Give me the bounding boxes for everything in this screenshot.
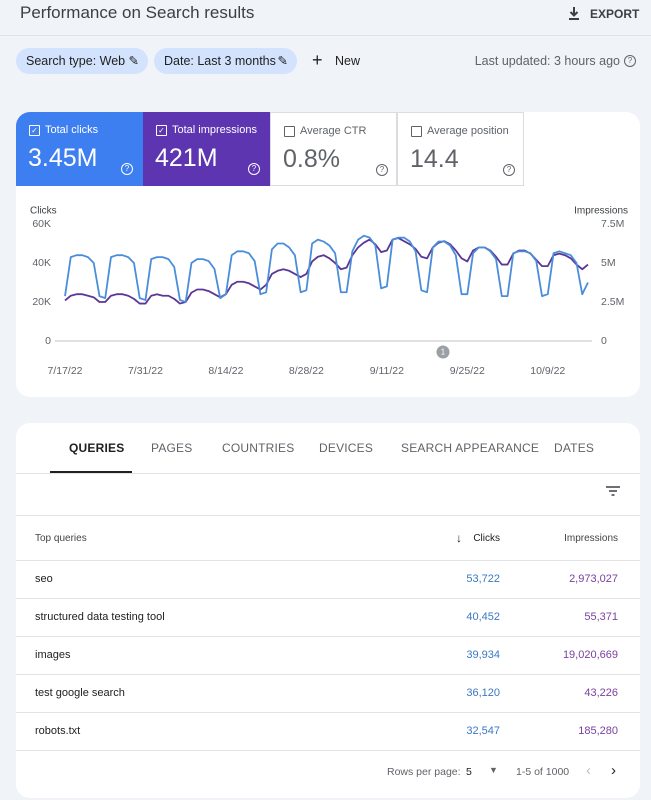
tab[interactable]: DEVICES xyxy=(319,441,374,455)
dropdown-icon[interactable]: ▼ xyxy=(489,765,498,775)
y2-tick-label: 0 xyxy=(601,335,607,347)
x-tick-label: 9/11/22 xyxy=(370,365,404,377)
tab[interactable]: DATES xyxy=(554,441,595,455)
divider xyxy=(16,750,640,751)
rows-value[interactable]: 5 xyxy=(466,766,472,778)
filter-icon[interactable] xyxy=(605,485,621,497)
x-tick-label: 8/14/22 xyxy=(208,365,243,377)
help-icon[interactable]: ? xyxy=(121,163,133,175)
y-axis-label: Clicks xyxy=(30,206,57,217)
help-icon[interactable]: ? xyxy=(248,163,260,175)
metric-tile[interactable]: Average position 14.4? xyxy=(397,112,524,186)
metric-label: Total clicks xyxy=(45,124,99,136)
table-cell: 32,547 xyxy=(466,725,500,737)
table-card xyxy=(16,423,640,798)
series-line xyxy=(64,237,589,305)
table-cell: 55,371 xyxy=(584,611,618,623)
table-cell: 2,973,027 xyxy=(569,573,618,585)
annotation-label: 1 xyxy=(441,348,446,357)
y-tick-label: 40K xyxy=(32,257,51,269)
x-tick-label: 10/9/22 xyxy=(530,365,565,377)
filter-chip[interactable]: Date: Last 3 months ✎ xyxy=(154,48,297,74)
table-row[interactable]: test google search 36,120 43,226 xyxy=(16,674,640,713)
last-updated: Last updated: 3 hours ago xyxy=(474,54,620,68)
table-cell: 40,452 xyxy=(466,611,500,623)
new-button[interactable]: New xyxy=(335,54,361,68)
table-cell: test google search xyxy=(35,687,125,699)
tab[interactable]: QUERIES xyxy=(69,441,125,455)
checkbox[interactable]: ✓ xyxy=(29,125,40,136)
metric-tile[interactable]: Average CTR 0.8%? xyxy=(270,112,397,186)
column-header[interactable]: Impressions xyxy=(564,533,618,544)
table-cell: seo xyxy=(35,573,53,585)
table-cell: 36,120 xyxy=(466,687,500,699)
table-row[interactable]: seo 53,722 2,973,027 xyxy=(16,560,640,599)
tab[interactable]: COUNTRIES xyxy=(222,441,295,455)
y2-tick-label: 5M xyxy=(601,257,616,269)
tab[interactable]: SEARCH APPEARANCE xyxy=(401,441,540,455)
metric-value: 421M xyxy=(155,144,218,172)
metric-tile[interactable]: ✓ Total impressions 421M? xyxy=(143,112,270,186)
help-icon[interactable]: ? xyxy=(624,55,636,67)
x-tick-label: 9/25/22 xyxy=(450,365,485,377)
table-cell: robots.txt xyxy=(35,725,81,737)
x-tick-label: 7/31/22 xyxy=(128,365,163,377)
x-tick-label: 8/28/22 xyxy=(289,365,324,377)
chip-label: Date: Last 3 months xyxy=(164,54,276,68)
metric-value: 14.4 xyxy=(410,145,459,173)
y2-tick-label: 7.5M xyxy=(601,218,624,230)
annotation-marker xyxy=(436,345,450,359)
metric-value: 3.45M xyxy=(28,144,98,172)
table-cell: 39,934 xyxy=(466,649,500,661)
table-cell: structured data testing tool xyxy=(35,611,165,623)
metric-label: Average position xyxy=(427,125,509,137)
help-icon[interactable]: ? xyxy=(376,164,388,176)
table-row[interactable]: images 39,934 19,020,669 xyxy=(16,636,640,675)
divider xyxy=(0,35,651,36)
filter-chip[interactable]: Search type: Web ✎ xyxy=(16,48,148,74)
column-header: Top queries xyxy=(35,533,87,544)
rows-label: Rows per page: xyxy=(387,766,461,778)
y2-axis-label: Impressions xyxy=(574,206,628,217)
export-button[interactable]: EXPORT xyxy=(590,7,640,21)
y-tick-label: 20K xyxy=(32,296,51,308)
prev-page[interactable]: ‹ xyxy=(586,762,591,779)
checkbox[interactable] xyxy=(411,126,422,137)
column-header[interactable]: Clicks xyxy=(473,533,500,544)
range-label: 1-5 of 1000 xyxy=(516,766,570,778)
metric-tile[interactable]: ✓ Total clicks 3.45M? xyxy=(16,112,143,186)
y-tick-label: 0 xyxy=(45,335,51,347)
checkbox[interactable] xyxy=(284,126,295,137)
sort-arrow[interactable]: ↓ xyxy=(456,531,462,545)
metric-label: Average CTR xyxy=(300,125,367,137)
table-cell: 43,226 xyxy=(584,687,618,699)
table-cell: 19,020,669 xyxy=(562,649,618,661)
tab-underline xyxy=(50,471,132,473)
table-cell: 185,280 xyxy=(578,725,618,737)
checkbox[interactable]: ✓ xyxy=(156,125,167,136)
y-tick-label: 60K xyxy=(32,218,51,230)
tab[interactable]: PAGES xyxy=(151,441,193,455)
table-row[interactable]: robots.txt 32,547 185,280 xyxy=(16,712,640,751)
y2-tick-label: 2.5M xyxy=(601,296,624,308)
table-cell: images xyxy=(35,649,71,661)
divider xyxy=(16,515,640,516)
plus-icon[interactable]: + xyxy=(312,50,323,70)
chip-label: Search type: Web xyxy=(26,54,126,68)
metric-value: 0.8% xyxy=(283,145,340,173)
help-icon[interactable]: ? xyxy=(503,164,515,176)
series-line xyxy=(64,234,589,303)
export-icon[interactable] xyxy=(566,5,582,21)
table-cell: 53,722 xyxy=(466,573,500,585)
x-tick-label: 7/17/22 xyxy=(47,365,82,377)
divider xyxy=(16,473,640,474)
next-page[interactable]: › xyxy=(611,762,616,779)
metric-label: Total impressions xyxy=(172,124,257,136)
table-row[interactable]: structured data testing tool 40,452 55,371 xyxy=(16,598,640,637)
page-title: Performance on Search results xyxy=(20,3,255,22)
